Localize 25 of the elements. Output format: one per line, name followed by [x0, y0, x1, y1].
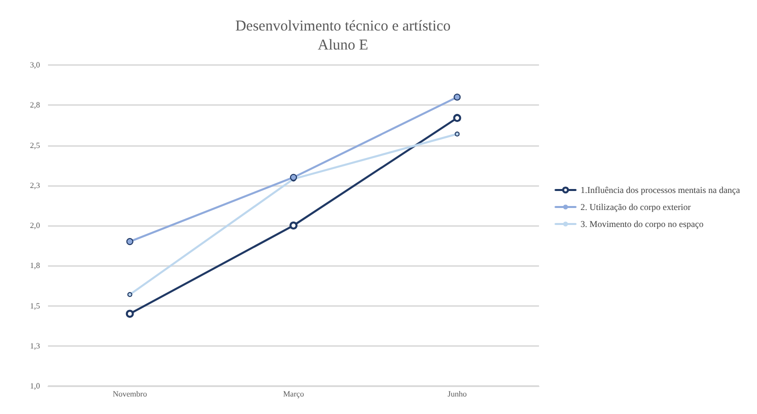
- chart-title: Desenvolvimento técnico e artístico: [235, 18, 451, 34]
- y-tick-label: 1,0: [30, 382, 40, 390]
- point: [454, 132, 460, 137]
- x-tick-label: Março: [283, 390, 304, 398]
- y-tick-label: 1,3: [30, 341, 40, 350]
- x-tick-label: Novembro: [112, 390, 147, 398]
- point: [126, 238, 134, 246]
- legend-label: 1.Influência dos processos mentais na dança: [580, 185, 740, 195]
- y-tick-label: 1,8: [30, 261, 40, 270]
- y-tick-label: 3,0: [30, 60, 40, 70]
- y-tick-label: 2,0: [30, 221, 40, 230]
- point: [127, 292, 132, 298]
- y-tick-label: 1,5: [30, 301, 40, 310]
- legend-label: 2. Utilização do corpo exterior: [580, 202, 691, 212]
- chart-subtitle: Aluno E: [318, 38, 368, 54]
- legend-label: 3. Movimento do corpo no espaço: [580, 219, 704, 229]
- y-tick-label: 2,3: [30, 180, 40, 190]
- point: [453, 114, 462, 122]
- x-tick-label: Junho: [448, 390, 467, 398]
- point: [126, 310, 134, 318]
- point: [454, 94, 461, 101]
- y-tick-label: 2,5: [30, 140, 40, 150]
- y-tick-label: 2,8: [30, 100, 40, 110]
- point: [290, 174, 297, 181]
- point: [290, 222, 298, 230]
